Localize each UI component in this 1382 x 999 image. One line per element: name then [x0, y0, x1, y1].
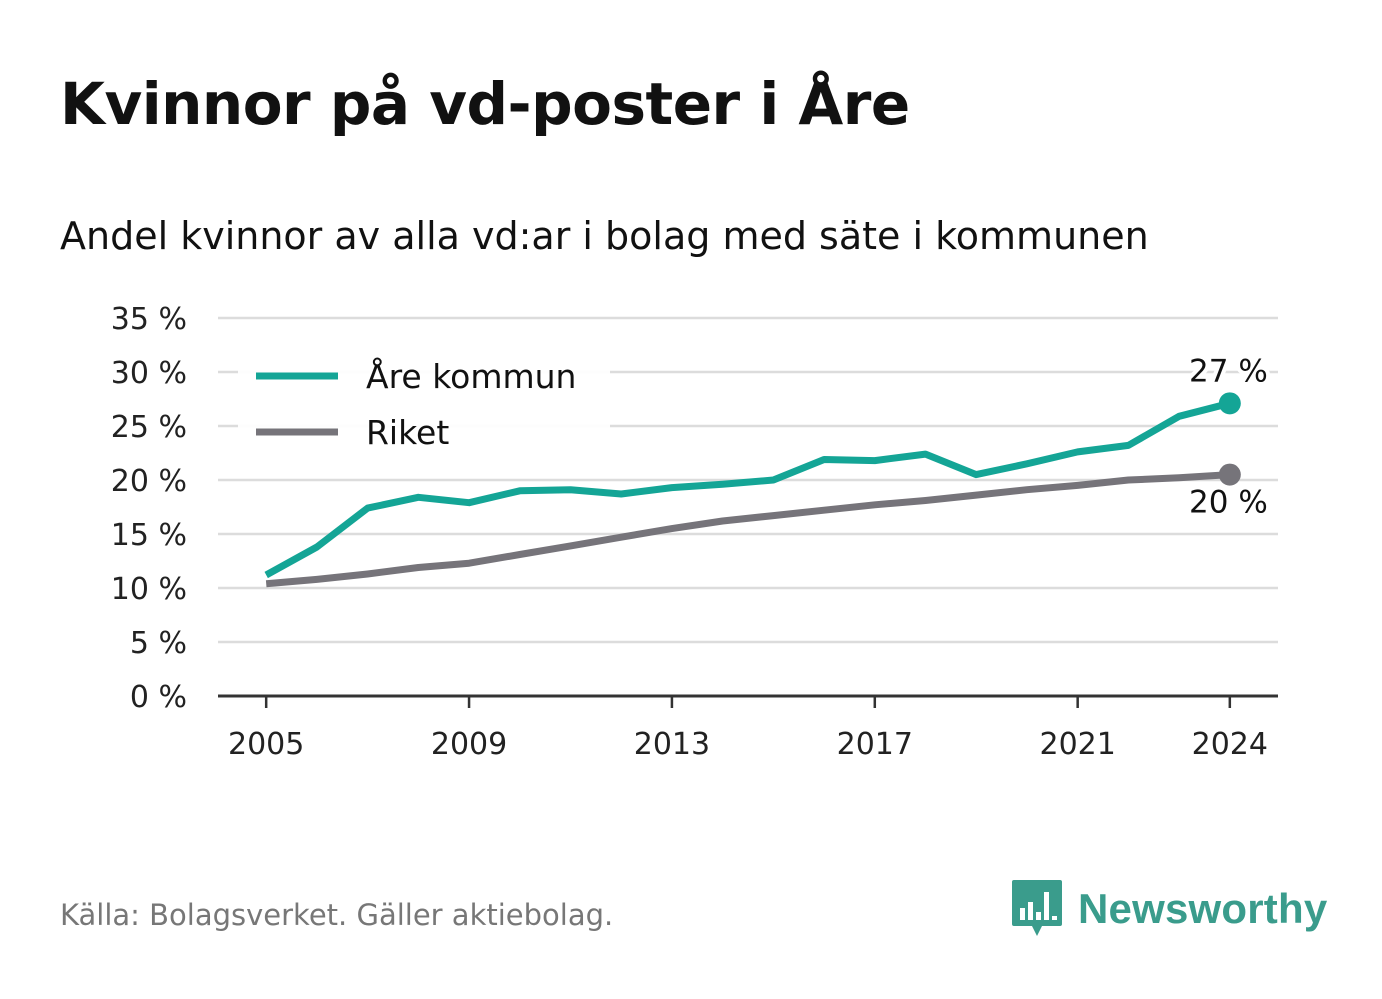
series-line [264, 399, 1231, 579]
legend-label: Riket [366, 413, 449, 452]
end-value-label: 20 % [1189, 485, 1268, 521]
brand-logo: Newsworthy [1010, 878, 1327, 940]
bar-chart-speech-bubble-icon [1012, 880, 1062, 936]
end-value-label: 27 % [1189, 353, 1268, 389]
brand-name: Newsworthy [1078, 885, 1328, 932]
source-note: Källa: Bolagsverket. Gäller aktiebolag. [60, 898, 614, 932]
x-tick-label: 2013 [634, 727, 710, 762]
series-line [265, 471, 1231, 588]
chart-title: Kvinnor på vd-poster i Åre [60, 70, 910, 138]
x-axis: 2005 2009 2013 2017 2021 2024 [218, 694, 1278, 762]
x-tick-label: 2005 [228, 727, 304, 762]
series-endpoint [1218, 392, 1241, 415]
series-endpoint [1218, 463, 1241, 486]
x-tick-label: 2021 [1039, 727, 1115, 762]
y-tick-label: 0 % [130, 680, 187, 715]
x-tick-label: 2024 [1192, 727, 1268, 762]
x-tick-label: 2009 [431, 727, 507, 762]
y-tick-label: 35 % [111, 302, 187, 337]
y-tick-label: 15 % [111, 518, 187, 553]
chart-subtitle: Andel kvinnor av alla vd:ar i bolag med … [60, 214, 1149, 258]
y-tick-label: 5 % [130, 626, 187, 661]
series-lines [264, 392, 1241, 588]
y-tick-label: 30 % [111, 356, 187, 391]
legend-background [238, 345, 610, 457]
legend: Åre kommun Riket [238, 345, 610, 457]
y-tick-label: 20 % [111, 464, 187, 499]
end-labels: 27 % 20 % [1185, 349, 1272, 524]
y-axis: 0 % 5 % 10 % 15 % 20 % 25 % 30 % 35 % [111, 302, 187, 715]
legend-label: Åre kommun [366, 356, 576, 396]
x-tick-label: 2017 [837, 727, 913, 762]
y-tick-label: 25 % [111, 410, 187, 445]
line-chart: 0 %5 %10 %15 %20 %25 %30 %35 % 2005 2009 2… [111, 302, 1278, 762]
y-tick-label: 10 % [111, 572, 187, 607]
